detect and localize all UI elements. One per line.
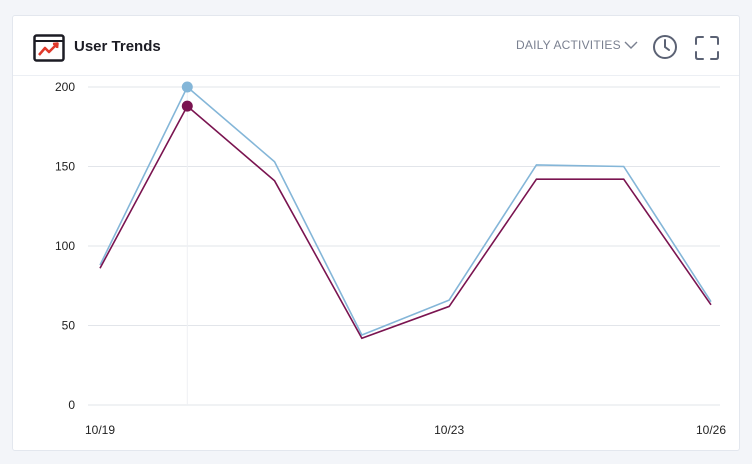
- card-title: User Trends: [74, 38, 161, 55]
- x-tick-label: 10/26: [696, 423, 726, 437]
- x-tick-label: 10/23: [434, 423, 464, 437]
- activity-dropdown[interactable]: DAILY ACTIVITIES: [516, 38, 638, 52]
- x-tick-label: 10/19: [85, 423, 115, 437]
- series-line-2: [99, 104, 712, 340]
- fullscreen-icon[interactable]: [694, 35, 720, 61]
- data-point-marker-1[interactable]: [181, 81, 193, 93]
- y-tick-label: 100: [55, 239, 75, 253]
- dropdown-label: DAILY ACTIVITIES: [516, 38, 621, 52]
- y-tick-label: 200: [55, 80, 75, 94]
- clock-icon[interactable]: [652, 34, 678, 60]
- card-header: User Trends DAILY ACTIVITIES: [13, 16, 739, 76]
- chevron-down-icon: [624, 41, 638, 49]
- series-line-1: [99, 85, 712, 337]
- y-tick-label: 0: [68, 398, 75, 412]
- y-tick-label: 50: [62, 319, 76, 333]
- y-tick-label: 150: [55, 160, 75, 174]
- user-trends-card: User Trends DAILY ACTIVITIES: [12, 15, 740, 451]
- trend-chart-icon: [33, 34, 65, 62]
- data-point-marker-2[interactable]: [181, 100, 193, 112]
